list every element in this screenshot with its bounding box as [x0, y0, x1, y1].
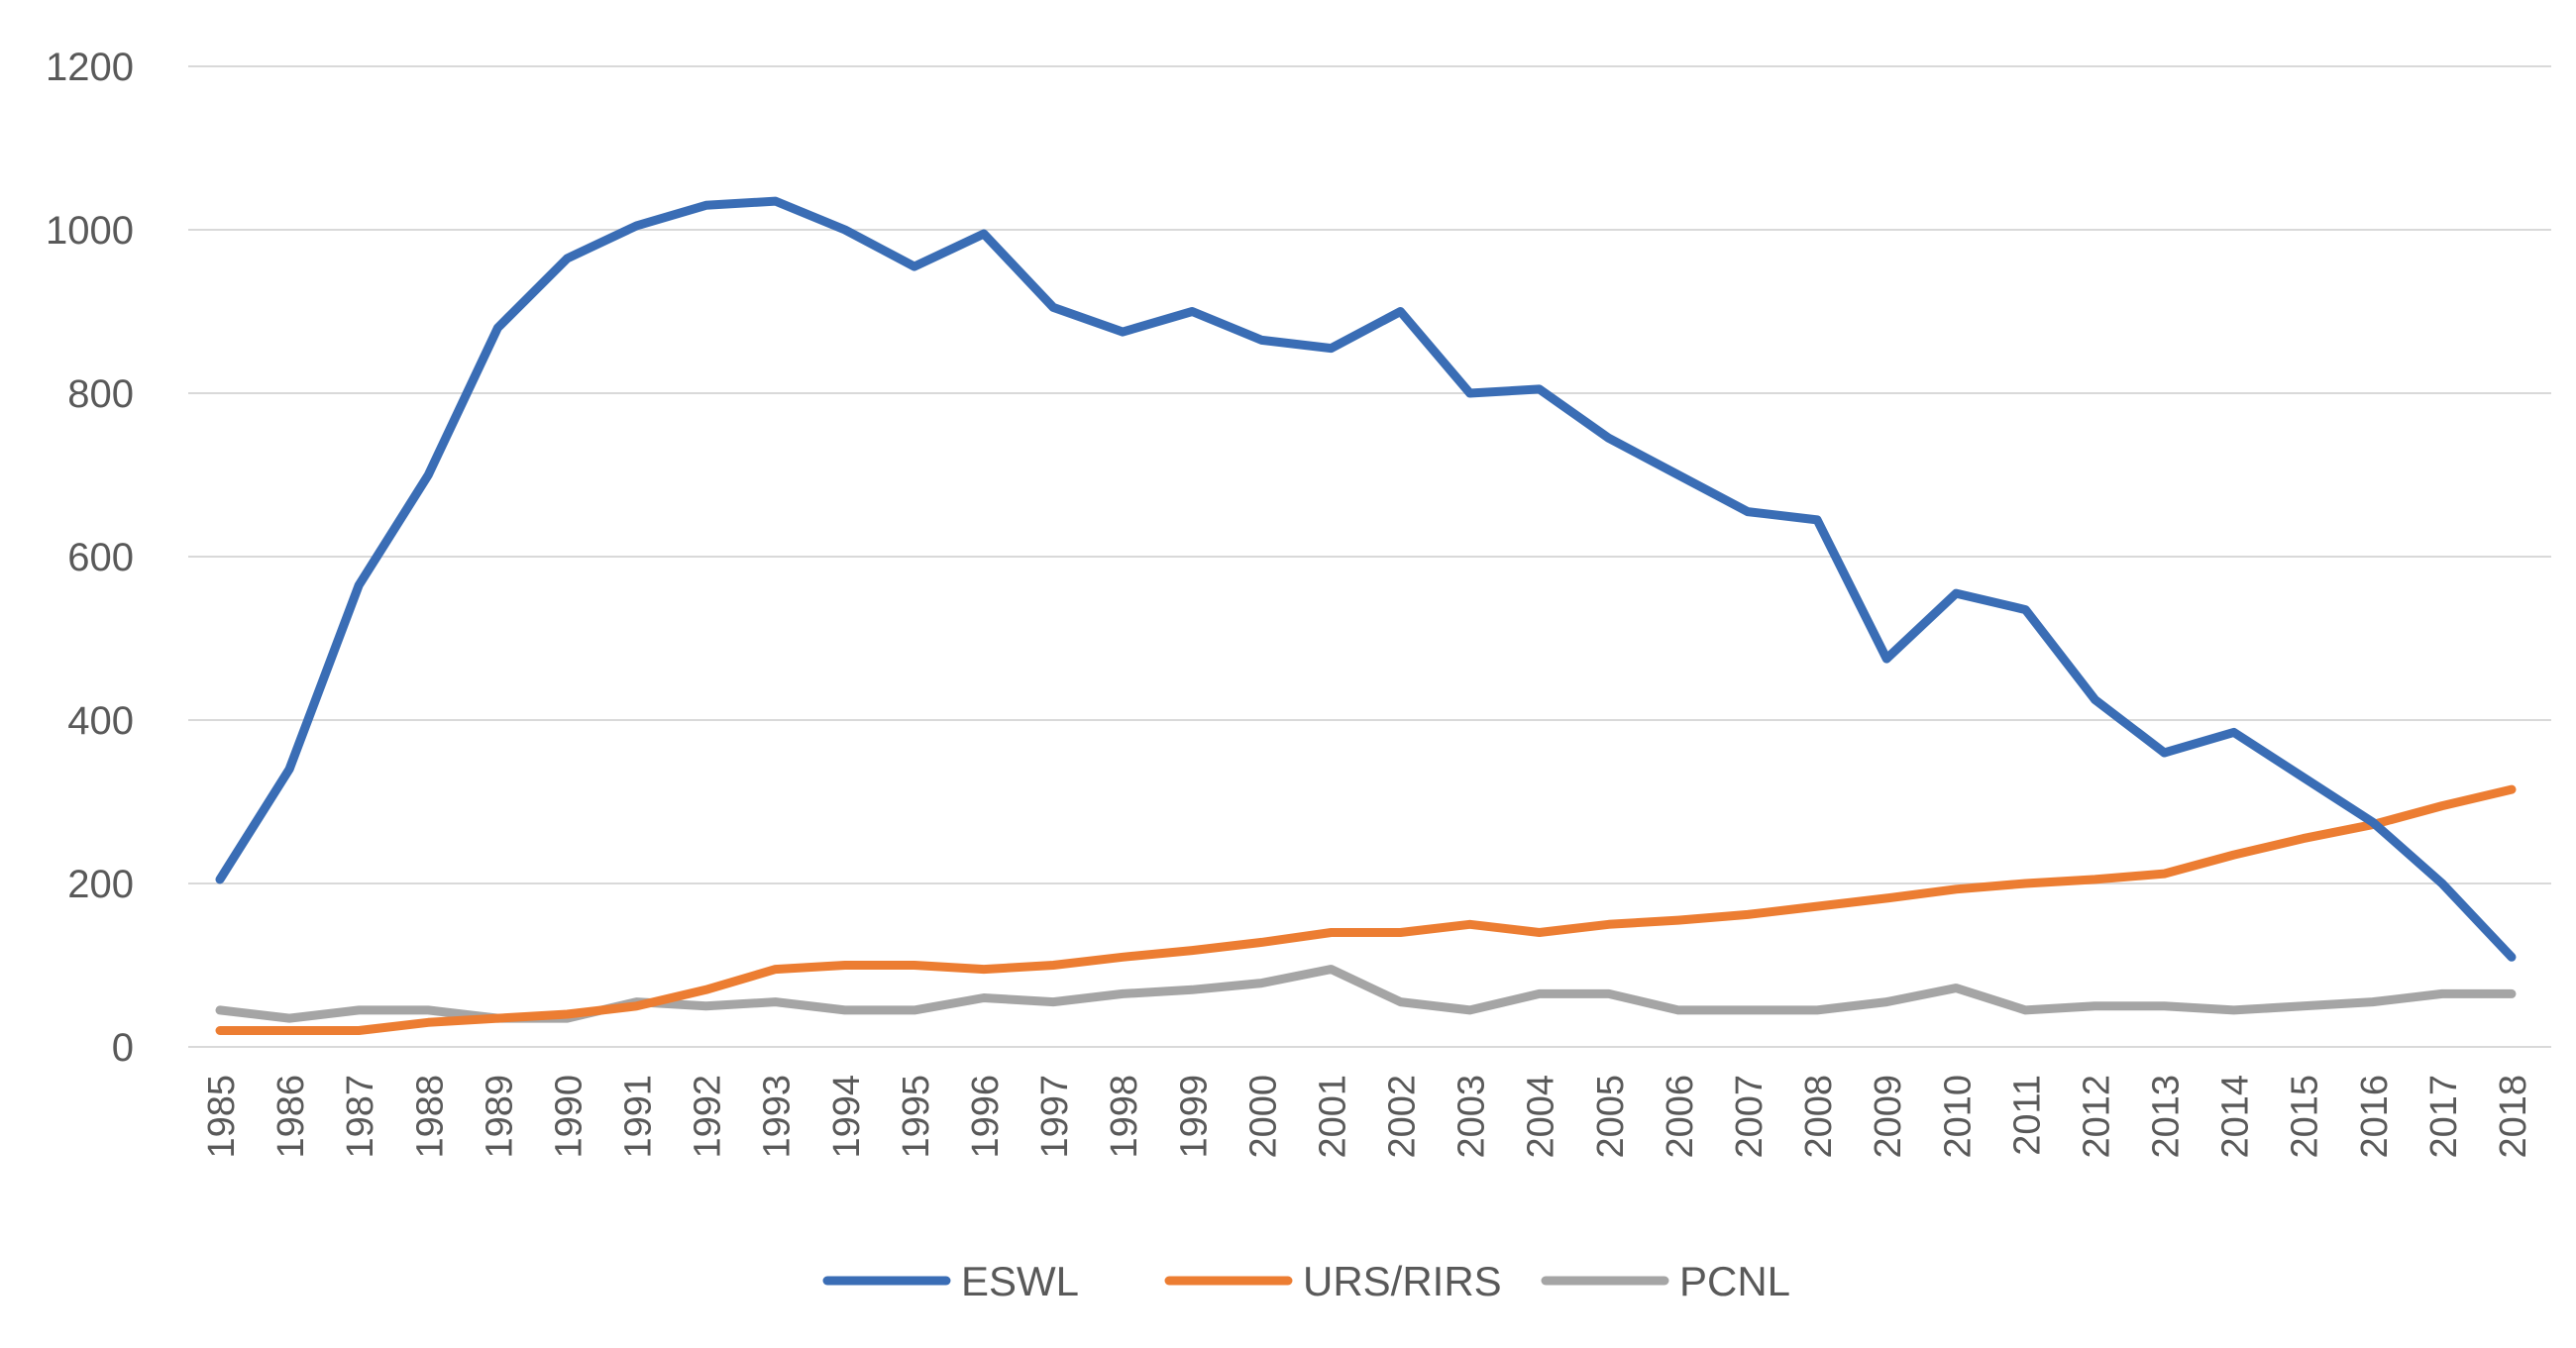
x-tick-label: 2018: [2493, 1075, 2534, 1159]
x-tick-label: 2011: [2006, 1075, 2048, 1156]
legend-label: URS/RIRS: [1303, 1258, 1502, 1304]
x-tick-label: 1993: [757, 1075, 799, 1159]
x-tick-label: 2017: [2423, 1075, 2465, 1159]
x-tick-label: 2000: [1242, 1075, 1284, 1159]
series-lines: [215, 196, 2517, 1035]
x-tick-label: 2006: [1660, 1075, 1701, 1159]
x-tick-label: 1998: [1104, 1075, 1145, 1159]
x-tick-label: 2007: [1729, 1075, 1771, 1159]
gridlines: [188, 65, 2551, 1048]
x-tick-label: 2008: [1798, 1075, 1840, 1159]
y-tick-label: 0: [112, 1026, 134, 1070]
x-tick-label: 2014: [2215, 1075, 2257, 1159]
legend: ESWL URS/RIRS PCNL: [822, 1258, 1790, 1304]
x-tick-label: 1994: [826, 1075, 868, 1159]
x-tick-label: 1999: [1173, 1075, 1215, 1159]
legend-label: ESWL: [961, 1258, 1079, 1304]
y-tick-label: 400: [67, 699, 134, 743]
x-tick-label: 1991: [618, 1075, 660, 1159]
x-tick-label: 2015: [2285, 1075, 2326, 1159]
x-tick-label: 1988: [409, 1075, 451, 1159]
y-tick-label: 600: [67, 536, 134, 579]
series-line-eswl: [215, 196, 2517, 962]
x-tick-label: 2012: [2076, 1075, 2117, 1159]
y-axis-ticks: 0 200 400 600 800 1000 1200: [46, 46, 134, 1070]
series-line-urs-rirs: [215, 784, 2517, 1035]
x-tick-label: 1985: [201, 1075, 243, 1159]
x-tick-label: 1995: [896, 1075, 937, 1159]
x-tick-label: 2001: [1312, 1075, 1353, 1159]
x-tick-label: 1989: [479, 1075, 520, 1159]
x-tick-label: 2002: [1382, 1075, 1424, 1159]
x-tick-label: 2016: [2354, 1075, 2396, 1159]
y-tick-label: 1200: [46, 46, 134, 89]
x-tick-label: 1990: [548, 1075, 590, 1159]
y-tick-label: 800: [67, 372, 134, 416]
x-tick-label: 2003: [1451, 1075, 1493, 1159]
y-tick-label: 200: [67, 863, 134, 906]
x-tick-label: 1992: [688, 1075, 729, 1159]
x-tick-label: 1996: [965, 1075, 1007, 1159]
x-axis-ticks: 1985 1986 1987 1988 1989 1990 1991 1992 1993 1994…: [201, 1075, 2534, 1159]
y-tick-label: 1000: [46, 209, 134, 253]
x-tick-label: 2004: [1521, 1075, 1562, 1159]
x-tick-label: 1997: [1034, 1075, 1076, 1159]
x-tick-label: 1987: [340, 1075, 381, 1159]
x-tick-label: 2005: [1590, 1075, 1632, 1159]
x-tick-label: 2013: [2146, 1075, 2188, 1159]
legend-label: PCNL: [1679, 1258, 1790, 1304]
x-tick-label: 2010: [1937, 1075, 1979, 1159]
x-tick-label: 2009: [1868, 1075, 1909, 1159]
x-tick-label: 1986: [270, 1075, 312, 1159]
